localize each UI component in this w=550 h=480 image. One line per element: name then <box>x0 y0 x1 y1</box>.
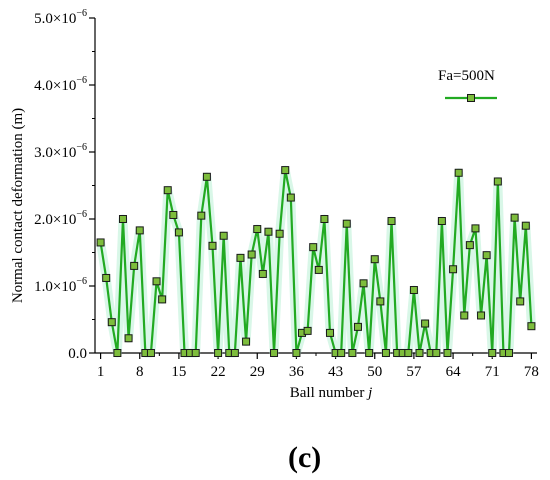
data-point <box>208 241 217 250</box>
data-point <box>292 349 301 357</box>
data-point <box>449 265 458 274</box>
data-point <box>270 349 279 357</box>
x-tick-label: 57 <box>406 364 422 380</box>
x-tick-label: 29 <box>250 364 265 380</box>
axes: 0.0 1.0×10−6 2.0×10−6 3.0×10−6 4.0×10−6 5.0×1… <box>10 8 539 401</box>
data-point <box>169 210 178 219</box>
data-point <box>219 231 228 240</box>
y-tick-label: 0.0 <box>68 346 87 362</box>
data-point <box>493 177 502 186</box>
data-point <box>348 349 357 357</box>
x-tick-label: 22 <box>211 364 226 380</box>
data-point <box>135 226 144 235</box>
series-layer <box>96 165 536 358</box>
data-point <box>421 319 430 328</box>
data-point <box>264 227 273 236</box>
data-point <box>314 265 323 274</box>
data-point <box>510 213 519 222</box>
data-point <box>107 318 116 327</box>
data-point <box>505 349 514 357</box>
data-point <box>118 215 127 223</box>
x-tick-label: 43 <box>328 364 343 380</box>
data-point <box>202 172 211 181</box>
data-point <box>460 311 469 320</box>
data-point <box>130 261 139 270</box>
data-point <box>482 251 491 260</box>
data-point <box>158 295 167 304</box>
data-point <box>454 168 463 177</box>
data-point <box>370 255 379 264</box>
data-point <box>253 225 262 234</box>
data-point <box>342 219 351 228</box>
data-point <box>214 349 223 357</box>
data-point <box>337 349 346 357</box>
data-point <box>174 228 183 237</box>
data-point <box>281 166 290 175</box>
data-point <box>163 186 172 195</box>
y-tick-label: 3.0×10−6 <box>34 142 87 161</box>
x-tick-label: 15 <box>171 364 186 380</box>
y-tick-label: 5.0×10−6 <box>34 8 87 27</box>
legend: Fa=500N <box>438 68 497 102</box>
data-point <box>387 217 396 226</box>
x-tick-label: 50 <box>367 364 382 380</box>
data-point <box>437 217 446 226</box>
data-point <box>488 349 497 357</box>
panel-label: (c) <box>288 441 321 474</box>
data-point <box>359 279 368 288</box>
data-point <box>191 349 200 357</box>
data-point <box>320 215 329 223</box>
data-point <box>152 277 161 286</box>
y-axis-title: Normal contact deformation (m) <box>10 108 26 303</box>
x-tick-label: 8 <box>136 364 144 380</box>
y-tick-label: 1.0×10−6 <box>34 276 87 295</box>
x-tick-label: 1 <box>97 364 105 380</box>
x-tick-label: 71 <box>485 364 500 380</box>
x-tick-label: 36 <box>289 364 305 380</box>
x-axis-title: Ball number j <box>290 385 373 401</box>
data-point <box>443 349 452 357</box>
legend-marker <box>467 94 475 102</box>
data-point <box>376 297 385 306</box>
data-point <box>409 286 418 295</box>
data-point <box>353 322 362 331</box>
data-point <box>303 326 312 335</box>
data-point <box>527 322 536 331</box>
data-point <box>275 229 284 238</box>
data-point <box>432 349 441 357</box>
data-point <box>286 193 295 202</box>
x-tick-label: 64 <box>446 364 462 380</box>
data-point <box>124 334 133 343</box>
data-point <box>247 250 256 259</box>
data-point <box>516 297 525 306</box>
data-point <box>146 349 155 357</box>
data-point <box>465 241 474 250</box>
data-point <box>415 349 424 357</box>
data-point <box>365 349 374 357</box>
data-point <box>242 337 251 346</box>
data-point <box>325 328 334 337</box>
data-point <box>96 238 105 247</box>
data-point <box>404 349 413 357</box>
x-tick-label: 78 <box>524 364 539 380</box>
legend-label: Fa=500N <box>438 68 495 84</box>
data-point <box>236 253 245 262</box>
data-point <box>230 349 239 357</box>
data-point <box>309 243 318 252</box>
data-point <box>102 273 111 282</box>
data-point <box>521 221 530 230</box>
data-point <box>471 224 480 233</box>
y-tick-label: 4.0×10−6 <box>34 75 87 94</box>
data-point <box>477 311 486 320</box>
data-point <box>197 211 206 220</box>
data-point <box>113 349 122 357</box>
y-tick-label: 2.0×10−6 <box>34 209 87 228</box>
data-point <box>381 349 390 357</box>
data-point <box>258 269 267 278</box>
series-line <box>99 168 533 355</box>
